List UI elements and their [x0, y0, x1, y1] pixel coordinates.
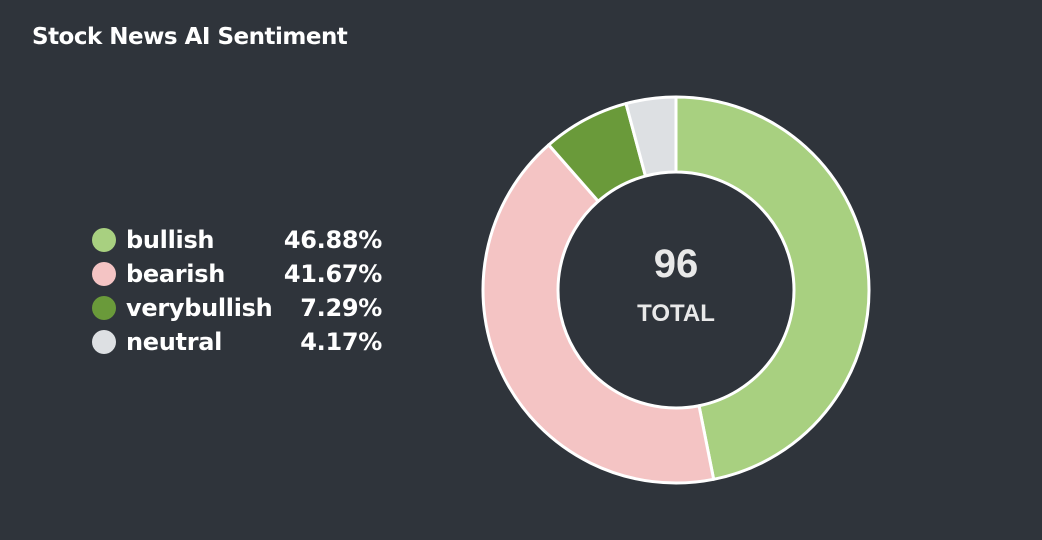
- legend-item-bullish[interactable]: bullish 46.88%: [92, 223, 382, 257]
- legend-label: verybullish: [126, 294, 273, 322]
- legend-item-verybullish[interactable]: verybullish 7.29%: [92, 291, 382, 325]
- legend-label: neutral: [126, 328, 223, 356]
- donut-svg: [481, 95, 871, 485]
- card-title: Stock News AI Sentiment: [32, 24, 348, 50]
- legend-value: 7.29%: [300, 294, 382, 322]
- legend-item-neutral[interactable]: neutral 4.17%: [92, 325, 382, 359]
- donut-slice-neutral[interactable]: [624, 95, 678, 178]
- legend-item-bearish[interactable]: bearish 41.67%: [92, 257, 382, 291]
- legend-value: 4.17%: [300, 328, 382, 356]
- chart-legend: bullish 46.88% bearish 41.67% verybullis…: [92, 223, 382, 359]
- legend-label: bullish: [126, 226, 215, 254]
- center-total-label: TOTAL: [637, 300, 715, 327]
- legend-swatch-bullish: [92, 228, 116, 252]
- donut-slice-bullish[interactable]: [674, 95, 871, 481]
- legend-value: 41.67%: [283, 260, 382, 288]
- legend-label: bearish: [126, 260, 225, 288]
- legend-value: 46.88%: [283, 226, 382, 254]
- legend-swatch-verybullish: [92, 296, 116, 320]
- legend-swatch-bearish: [92, 262, 116, 286]
- donut-slice-bearish[interactable]: [481, 143, 716, 485]
- donut-chart: 96 TOTAL: [478, 92, 874, 488]
- legend-swatch-neutral: [92, 330, 116, 354]
- center-total-value: 96: [653, 242, 699, 286]
